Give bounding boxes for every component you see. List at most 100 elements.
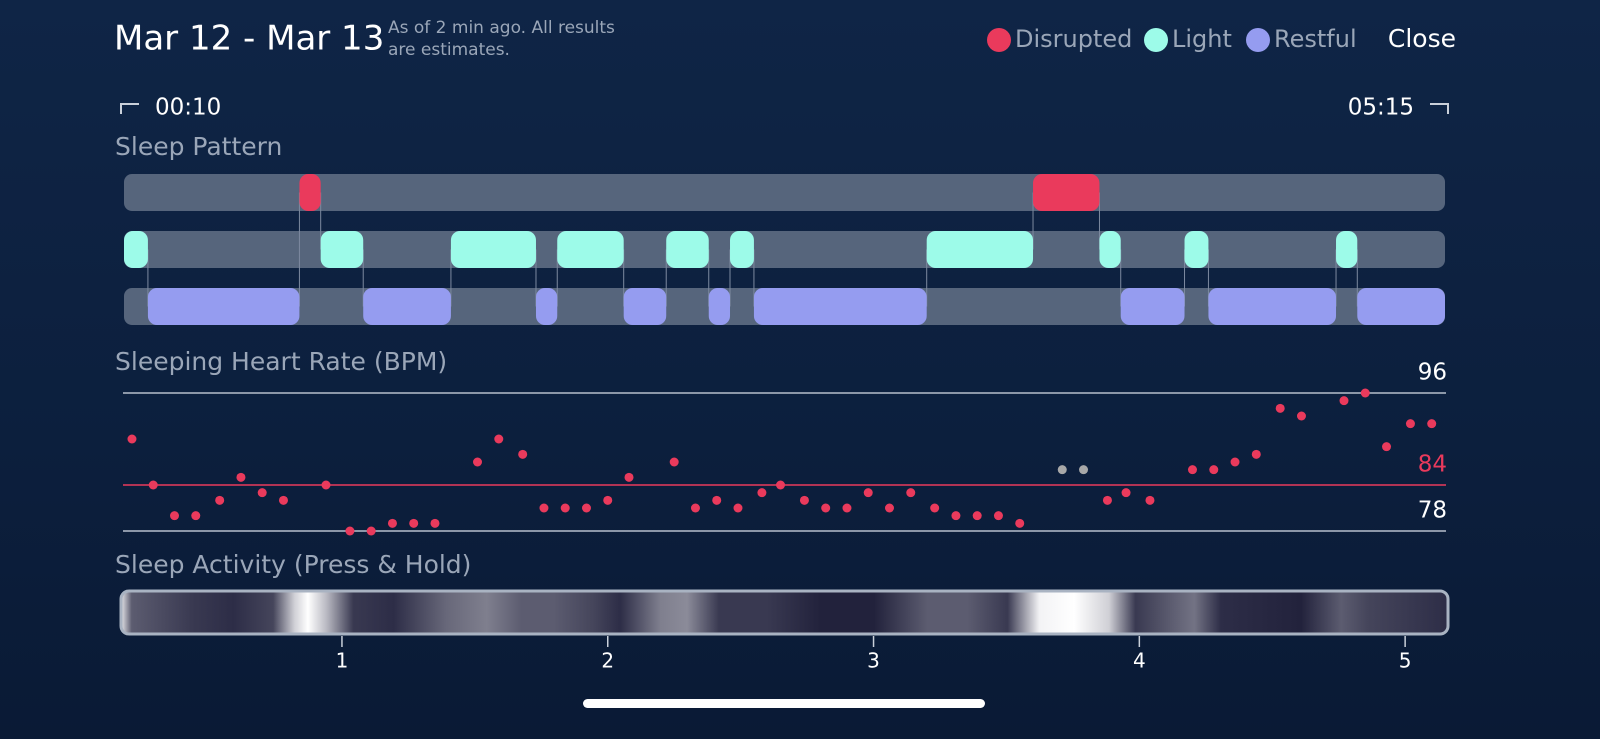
legend-label: Restful	[1274, 25, 1357, 53]
y-tick-label: 78	[1418, 498, 1447, 524]
x-tick-label: 4	[1133, 649, 1146, 673]
x-tick-label: 2	[601, 649, 614, 673]
sleep-segment	[1184, 231, 1209, 268]
sleep-segment	[708, 288, 731, 325]
sleep-segment	[1357, 288, 1445, 325]
heart-rate-point	[1296, 411, 1306, 421]
heart-rate-point	[1230, 457, 1240, 467]
heart-rate-point	[539, 503, 549, 513]
heart-rate-point	[757, 488, 767, 498]
sleep-segment	[1033, 174, 1100, 211]
heart-rate-point	[1382, 442, 1392, 452]
sleep-segment	[1099, 231, 1121, 268]
heart-rate-point	[669, 457, 679, 467]
sleep-segment	[1336, 231, 1358, 268]
heart-rate-point	[733, 503, 743, 513]
heart-rate-point	[148, 480, 158, 490]
legend-label: Disrupted	[1015, 25, 1132, 53]
heart-rate-point	[1015, 518, 1025, 528]
heart-rate-point	[518, 449, 528, 459]
heart-rate-point	[799, 495, 809, 505]
heart-rate-point	[906, 488, 916, 498]
close-button[interactable]: Close	[1388, 24, 1456, 53]
sleep-segment	[623, 288, 667, 325]
range-end: 05:15	[1348, 95, 1414, 121]
range-start: 00:10	[155, 95, 221, 121]
heart-rate-point	[127, 434, 137, 444]
activity-bar	[119, 589, 1450, 636]
heart-rate-point	[712, 495, 722, 505]
heart-rate-point	[1057, 465, 1067, 475]
heart-rate-point	[624, 472, 634, 482]
heart-rate-point	[278, 495, 288, 505]
heart-rate-point	[581, 503, 591, 513]
heart-rate-point	[1339, 396, 1349, 406]
heart-rate-point	[603, 495, 613, 505]
heart-rate-point	[821, 503, 831, 513]
sleep-segment	[147, 288, 300, 325]
sleep-segment	[535, 288, 558, 325]
heart-rate-point	[972, 511, 982, 521]
sleep-segment	[557, 231, 624, 268]
heart-rate-point	[345, 526, 355, 536]
title: Mar 12 - Mar 13	[114, 19, 384, 59]
sleep-segment	[320, 231, 364, 268]
sleep-segment	[666, 231, 709, 268]
legend-label: Light	[1172, 25, 1232, 53]
range-bracket	[1430, 103, 1449, 114]
heart-rate-point	[930, 503, 940, 513]
heart-rate-point	[1209, 465, 1219, 475]
sleep-segment	[753, 288, 927, 325]
sleep-segment	[730, 231, 754, 268]
legend-dot	[1144, 28, 1168, 52]
range-bracket	[120, 103, 139, 114]
heart-rate-point	[366, 526, 376, 536]
heart-rate-point	[1121, 488, 1131, 498]
home-indicator	[583, 699, 985, 708]
note: As of 2 min ago. All results	[388, 18, 615, 38]
sleep-segment	[124, 231, 148, 268]
heart-rate-point	[170, 511, 180, 521]
section-title: Sleep Pattern	[115, 132, 282, 161]
heart-rate-point	[473, 457, 483, 467]
heart-rate-point	[1251, 449, 1261, 459]
y-tick-label: 84	[1418, 452, 1447, 478]
heart-rate-point	[1427, 419, 1437, 429]
x-tick-label: 3	[867, 649, 880, 673]
note: are estimates.	[388, 40, 510, 60]
heart-rate-point	[1102, 495, 1112, 505]
heart-rate-point	[191, 511, 201, 521]
sleep-segment	[450, 231, 536, 268]
heart-rate-point	[690, 503, 700, 513]
sleep-segment	[1208, 288, 1337, 325]
legend-dot	[987, 28, 1011, 52]
heart-rate-point	[1187, 465, 1197, 475]
sleep-segment	[299, 174, 321, 211]
y-tick-label: 96	[1418, 360, 1447, 386]
heart-rate-point	[1079, 465, 1089, 475]
heart-rate-point	[951, 511, 961, 521]
section-title: Sleep Activity (Press & Hold)	[115, 550, 471, 579]
heart-rate-point	[321, 480, 331, 490]
heart-rate-point	[993, 511, 1003, 521]
heart-rate-point	[215, 495, 225, 505]
x-tick-label: 1	[336, 649, 349, 673]
heart-rate-point	[1145, 495, 1155, 505]
pattern-track	[124, 174, 1445, 211]
heart-rate-point	[257, 488, 267, 498]
heart-rate-point	[236, 472, 246, 482]
heart-rate-point	[863, 488, 873, 498]
sleep-segment	[363, 288, 451, 325]
heart-rate-point	[884, 503, 894, 513]
heart-rate-point	[430, 518, 440, 528]
heart-rate-point	[1275, 403, 1285, 413]
heart-rate-point	[842, 503, 852, 513]
heart-rate-point	[409, 518, 419, 528]
legend-dot	[1246, 28, 1270, 52]
heart-rate-point	[1405, 419, 1415, 429]
sleep-segment	[926, 231, 1034, 268]
heart-rate-point	[387, 518, 397, 528]
sleep-segment	[1120, 288, 1185, 325]
heart-rate-point	[494, 434, 504, 444]
